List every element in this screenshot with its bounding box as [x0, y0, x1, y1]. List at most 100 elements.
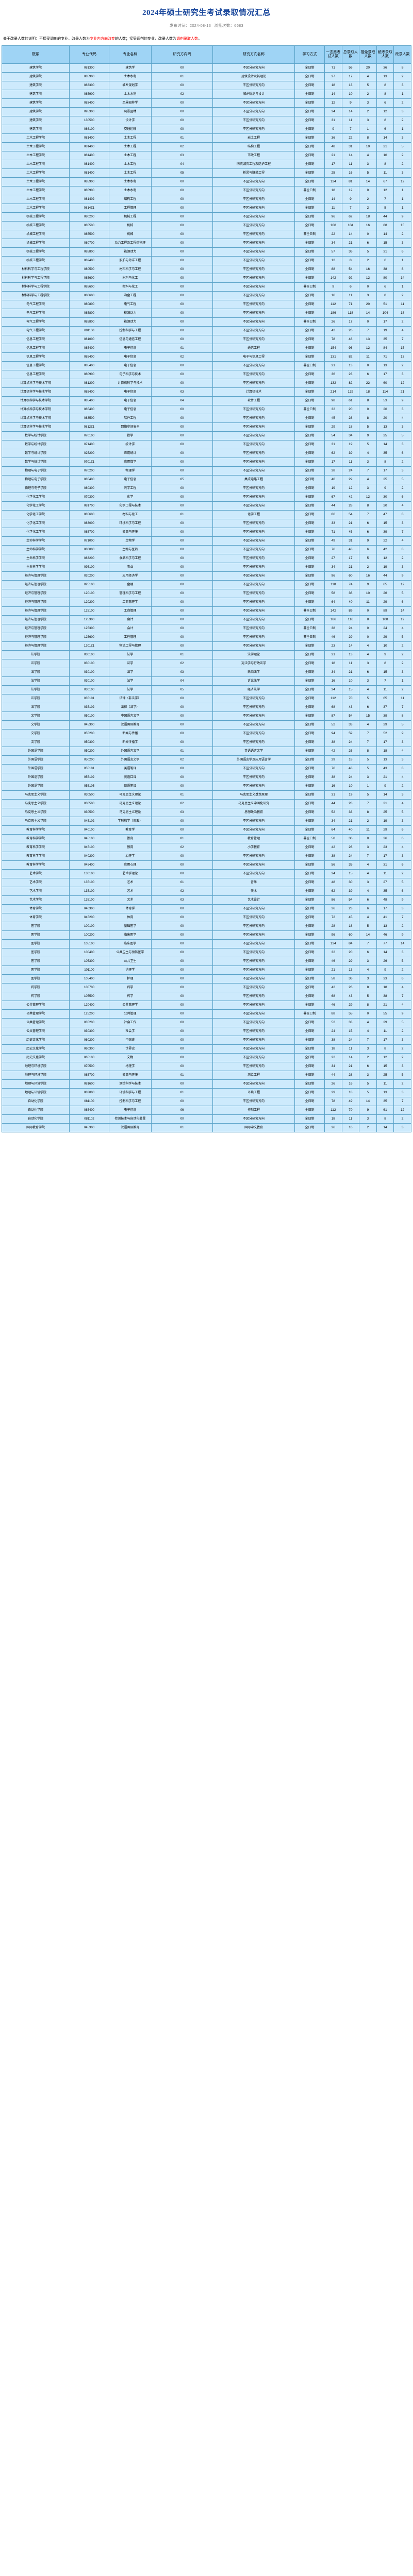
- cell-first-choice-exam-count: 34: [324, 563, 342, 572]
- cell-major-code: 030100: [69, 659, 109, 669]
- cell-direction-code: 01: [151, 510, 213, 520]
- cell-recommended-admitted: 4: [359, 1018, 377, 1028]
- cell-first-choice-exam-count: 52: [324, 1018, 342, 1028]
- cell-recommended-admitted: 11: [359, 825, 377, 835]
- cell-total-admitted: 11: [341, 457, 360, 467]
- cell-study-mode: 全日制: [294, 703, 325, 713]
- cell-study-mode: 全日制: [294, 536, 325, 546]
- cell-exam-admitted: 26: [376, 589, 394, 599]
- cell-major-code: 065100: [69, 1053, 109, 1063]
- cell-major-name: 数学: [108, 431, 152, 441]
- cell-recommended-admitted: 10: [359, 142, 377, 152]
- cell-first-choice-exam-count: 56: [324, 860, 342, 870]
- cell-changed-admitted: 12: [393, 177, 411, 187]
- cell-major-code: 045200: [69, 913, 109, 923]
- cell-first-choice-exam-count: 18: [324, 186, 342, 196]
- cell-study-mode: 全日制: [294, 764, 325, 774]
- cell-major-name: 建筑学: [108, 63, 152, 73]
- cell-total-admitted: 82: [341, 352, 360, 362]
- cell-changed-admitted: 8: [393, 510, 411, 520]
- cell-recommended-admitted: 8: [359, 615, 377, 625]
- cell-major-code: 030100: [69, 685, 109, 695]
- cell-total-admitted: 59: [341, 729, 360, 739]
- cell-recommended-admitted: 3: [359, 484, 377, 494]
- cell-direction-code: 00: [151, 825, 213, 835]
- cell-department: 外国语学院: [1, 764, 70, 774]
- cell-major-code: 081200: [69, 379, 109, 388]
- cell-major-code: 045300: [69, 1123, 109, 1133]
- cell-first-choice-exam-count: 87: [324, 711, 342, 721]
- cell-study-mode: 非全日制: [294, 606, 325, 616]
- cell-direction-code: 00: [151, 589, 213, 599]
- cell-major-name: 生物学: [108, 536, 152, 546]
- cell-direction-code: 00: [151, 930, 213, 940]
- table-row: 自动化学院 081102 检测技术与自动化装置 00 不区分研究方向 全日制 18 11 3 8 2: [1, 1114, 411, 1124]
- cell-study-mode: 全日制: [294, 922, 325, 931]
- cell-major-code: 085400: [69, 387, 109, 397]
- cell-department: 马克思主义学院: [1, 799, 70, 809]
- cell-direction-code: 00: [151, 230, 213, 240]
- cell-study-mode: 全日制: [294, 1123, 325, 1133]
- cell-study-mode: 全日制: [294, 869, 325, 879]
- cell-direction-name: 不区分研究方向: [212, 361, 295, 371]
- views-count: 6683: [234, 23, 244, 28]
- cell-direction-code: 00: [151, 1079, 213, 1089]
- cell-major-name: 体育: [108, 913, 152, 923]
- cell-exam-admitted: 13: [376, 72, 394, 82]
- cell-recommended-admitted: 9: [359, 580, 377, 590]
- cell-total-admitted: 36: [341, 589, 360, 599]
- cell-changed-admitted: 3: [393, 1123, 411, 1133]
- cell-study-mode: 全日制: [294, 843, 325, 853]
- cell-changed-admitted: 2: [393, 1053, 411, 1063]
- cell-recommended-admitted: 20: [359, 300, 377, 310]
- cell-total-admitted: 70: [341, 1106, 360, 1115]
- cell-recommended-admitted: 4: [359, 720, 377, 730]
- cell-department: 药学院: [1, 983, 70, 993]
- cell-changed-admitted: 7: [393, 335, 411, 345]
- cell-major-name: 土木工程: [108, 151, 152, 161]
- cell-exam-admitted: 46: [376, 930, 394, 940]
- cell-direction-name: 不区分研究方向: [212, 948, 295, 958]
- cell-study-mode: 全日制: [294, 668, 325, 677]
- cell-department: 地理与环境学院: [1, 1071, 70, 1080]
- cell-exam-admitted: 21: [376, 799, 394, 809]
- cell-total-admitted: 74: [341, 580, 360, 590]
- cell-exam-admitted: 60: [376, 379, 394, 388]
- cell-direction-code: 00: [151, 1027, 213, 1037]
- cell-exam-admitted: 21: [376, 1001, 394, 1010]
- cell-direction-name: 不区分研究方向: [212, 125, 295, 134]
- cell-direction-code: 00: [151, 606, 213, 616]
- cell-major-code: 081100: [69, 326, 109, 336]
- cell-changed-admitted: 6: [393, 825, 411, 835]
- cell-major-code: 086100: [69, 125, 109, 134]
- cell-first-choice-exam-count: 33: [324, 519, 342, 529]
- cell-total-admitted: 28: [341, 799, 360, 809]
- cell-department: 自动化学院: [1, 1106, 70, 1115]
- cell-major-code: 125300: [69, 615, 109, 625]
- cell-major-code: 105400: [69, 974, 109, 984]
- cell-total-admitted: 13: [341, 361, 360, 371]
- cell-first-choice-exam-count: 36: [324, 133, 342, 143]
- cell-major-code: 135100: [69, 887, 109, 896]
- table-row: 建筑学院 083400 风景园林学 00 不区分研究方向 全日制 12 9 3 6 2: [1, 98, 411, 108]
- cell-study-mode: 全日制: [294, 895, 325, 905]
- cell-changed-admitted: 2: [393, 1044, 411, 1054]
- cell-direction-code: 00: [151, 484, 213, 494]
- cell-recommended-admitted: 8: [359, 808, 377, 818]
- cell-direction-name: 不区分研究方向: [212, 107, 295, 117]
- cell-first-choice-exam-count: 96: [324, 930, 342, 940]
- table-row: 物理与电子学院 085400 电子信息 05 集成电路工程 全日制 46 29 4 25 5: [1, 475, 411, 485]
- table-row: 自动化学院 085400 电子信息 06 控制工程 全日制 112 70 9 61 12: [1, 1106, 411, 1115]
- cell-direction-name: 防灾减灾工程及防护工程: [212, 160, 295, 170]
- cell-study-mode: 全日制: [294, 852, 325, 861]
- cell-direction-name: 不区分研究方向: [212, 1018, 295, 1028]
- cell-study-mode: 全日制: [294, 676, 325, 686]
- cell-study-mode: 全日制: [294, 81, 325, 91]
- cell-study-mode: 全日制: [294, 63, 325, 73]
- cell-first-choice-exam-count: 52: [324, 808, 342, 818]
- cell-major-code: 095300: [69, 107, 109, 117]
- cell-direction-code: 02: [151, 90, 213, 99]
- cell-major-name: 中国史: [108, 1036, 152, 1045]
- cell-first-choice-exam-count: 86: [324, 510, 342, 520]
- cell-exam-admitted: 108: [376, 615, 394, 625]
